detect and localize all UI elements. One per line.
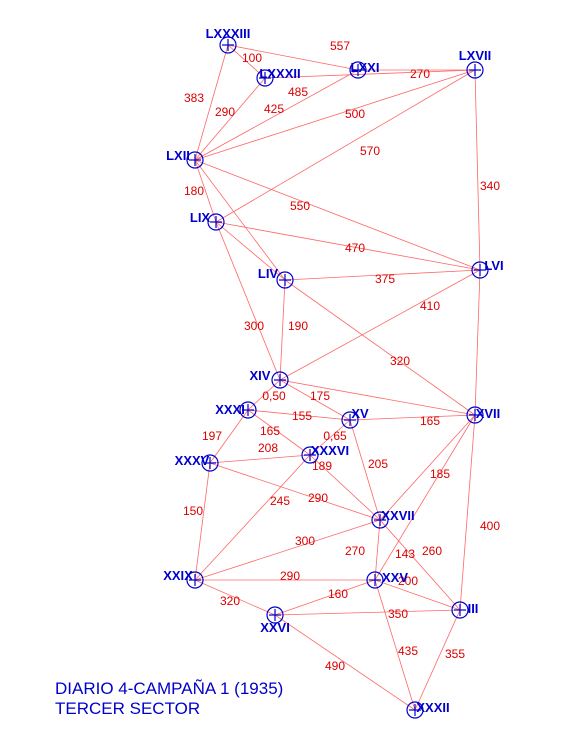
node-XIV: XIV <box>250 368 288 388</box>
node-label: XXV <box>382 570 408 585</box>
edge-weight-label: 260 <box>422 544 442 558</box>
edge-weight-label: 290 <box>280 569 300 583</box>
edge-line <box>475 270 480 415</box>
edge-line <box>275 580 375 615</box>
node-LIV: LIV <box>258 266 293 288</box>
edge-weight-label: 355 <box>445 647 465 661</box>
node-label: LXXI <box>351 60 380 75</box>
edge-weight-label: 205 <box>368 457 388 471</box>
edge-weight-label: 143 <box>395 547 415 561</box>
node-label: XXXVI <box>311 443 349 458</box>
edge-weight-label: 383 <box>184 91 204 105</box>
edge-weight-label: 160 <box>328 587 348 601</box>
edge-line <box>380 520 460 610</box>
node-label: XXXI <box>215 402 245 417</box>
node-label: XV <box>351 406 369 421</box>
edge-weight-label: 208 <box>258 441 278 455</box>
node-label: XXVII <box>381 508 414 523</box>
diagram-title-line1: DIARIO 4-CAMPAÑA 1 (1935) <box>55 679 283 698</box>
edge-weight-label: 180 <box>184 184 204 198</box>
node-label: LIV <box>258 266 279 281</box>
node-label: LXVII <box>459 48 492 63</box>
node-LXXXIII: LXXXIII <box>206 26 251 53</box>
edge-line <box>380 415 475 520</box>
node-label: XVII <box>476 406 501 421</box>
edge-weight-label: 350 <box>388 607 408 621</box>
diagram-title-line2: TERCER SECTOR <box>55 699 200 718</box>
edge-weight-label: 197 <box>202 429 222 443</box>
node-label: LIX <box>190 210 211 225</box>
edge-weight-label: 410 <box>420 299 440 313</box>
edge-weight-label: 150 <box>183 504 203 518</box>
edge-weight-label: 557 <box>330 39 350 53</box>
node-label: LXXXIII <box>206 26 251 41</box>
edge-line <box>195 78 265 160</box>
node-LXXXII: LXXXII <box>257 66 301 86</box>
node-LXXI: LXXI <box>350 60 379 78</box>
edge-line <box>216 222 280 380</box>
edge-line <box>195 70 475 160</box>
node-XXXV: XXXV <box>175 453 218 471</box>
edge-line <box>475 70 480 270</box>
node-label: LXII <box>166 148 190 163</box>
edge-weight-label: 435 <box>398 644 418 658</box>
edge-line <box>460 415 475 610</box>
edge-weight-label: 320 <box>390 354 410 368</box>
node-label: XXXV <box>175 453 210 468</box>
edge-weight-label: 300 <box>295 534 315 548</box>
edge-weight-label: 100 <box>242 51 262 65</box>
edge-weight-label: 550 <box>290 199 310 213</box>
edge-weight-label: 425 <box>264 102 284 116</box>
edge-weight-label: 290 <box>215 105 235 119</box>
edge-weight-label: 0,50 <box>262 389 286 403</box>
node-label: LVI <box>484 258 503 273</box>
edge-line <box>275 610 460 615</box>
node-XV: XV <box>342 406 369 428</box>
edge-weight-label: 320 <box>220 594 240 608</box>
edge-weight-label: 270 <box>345 544 365 558</box>
edge-line <box>280 280 285 380</box>
edge-weight-label: 155 <box>292 409 312 423</box>
triangulation-diagram: 557 100 383 270 485 290 425 500 570 340 180 550 470 3… <box>0 0 567 747</box>
edge-line <box>210 455 310 463</box>
edge-line <box>195 160 480 270</box>
edge-weight-label: 165 <box>420 414 440 428</box>
edge-weight-label: 190 <box>288 319 308 333</box>
edge-weight-label: 165 <box>260 424 280 438</box>
edge-line <box>280 270 480 380</box>
node-label: XIV <box>250 368 271 383</box>
edge-line <box>195 463 210 580</box>
edge-weight-label: 490 <box>325 659 345 673</box>
edge-weight-label: 300 <box>244 319 264 333</box>
edge-weight-label: 185 <box>430 467 450 481</box>
edge-weight-label: 485 <box>288 85 308 99</box>
node-LVI: LVI <box>472 258 504 278</box>
node-label: XXXII <box>416 700 449 715</box>
edge-weight-label: 245 <box>270 494 290 508</box>
node-label: LXXXII <box>259 66 300 81</box>
edge-weight-label: 290 <box>308 491 328 505</box>
node-label: XXVI <box>260 620 290 635</box>
edge-line <box>350 415 475 420</box>
edge-weight-label: 175 <box>310 389 330 403</box>
edge-line <box>216 70 475 222</box>
edge-weight-label: 570 <box>360 144 380 158</box>
edge-weight-label: 340 <box>480 179 500 193</box>
edge-weight-label: 375 <box>375 272 395 286</box>
node-label: III <box>468 601 479 616</box>
node-XXXI: XXXI <box>215 402 256 418</box>
node-III: III <box>452 601 478 618</box>
edge-weight-label: 270 <box>410 67 430 81</box>
edge-weight-label: 0,65 <box>323 429 347 443</box>
node-label: XXIX <box>163 568 193 583</box>
edge-line <box>375 520 380 580</box>
edge-weight-label: 470 <box>345 241 365 255</box>
edge-weight-label: 500 <box>345 107 365 121</box>
edge-weight-label: 400 <box>480 519 500 533</box>
